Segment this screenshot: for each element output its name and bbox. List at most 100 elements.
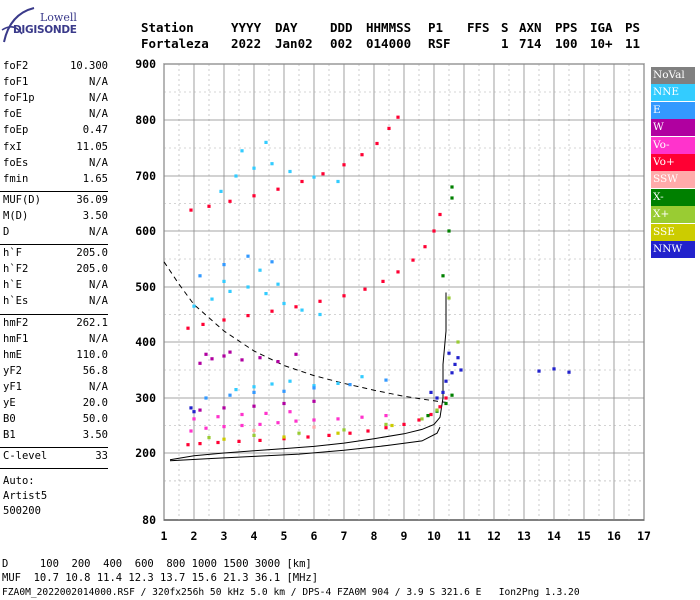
x-tick-label: 7 xyxy=(341,529,348,543)
header-labels-5: P1 xyxy=(428,20,444,35)
point-vo xyxy=(189,429,193,433)
point-w xyxy=(312,399,316,403)
point-vo xyxy=(318,299,322,303)
point-vo xyxy=(375,141,379,146)
point-w xyxy=(294,352,298,356)
point-ssw xyxy=(252,428,256,432)
y-tick-label: 900 xyxy=(135,57,156,71)
point-nne xyxy=(252,385,256,389)
x-tick-label: 4 xyxy=(251,529,258,543)
param-value: 3.50 xyxy=(82,429,108,442)
x-tick-label: 2 xyxy=(191,529,198,543)
point-e xyxy=(384,378,388,382)
point-w xyxy=(198,408,202,412)
param-value: 205.0 xyxy=(76,247,108,260)
point-e xyxy=(228,393,232,397)
point-e xyxy=(312,386,316,390)
param-value: 36.09 xyxy=(76,193,108,206)
point-sse xyxy=(222,437,226,441)
header-labels-10: IGA xyxy=(590,20,613,35)
legend-nne: NNE xyxy=(651,84,695,102)
param-row-hmf2: hmF2 262.1 xyxy=(3,317,108,333)
param-key: B0 xyxy=(3,413,16,426)
param-row-fof2: foF2 10.300 xyxy=(3,60,108,76)
x-tick-label: 13 xyxy=(517,529,531,543)
param-row-d: D N/A xyxy=(3,226,108,242)
point-vo xyxy=(384,426,388,430)
point-e xyxy=(282,389,286,393)
param-key: B1 xyxy=(3,429,16,442)
header-values-10: 10+ xyxy=(590,36,613,51)
point-e xyxy=(246,254,250,258)
y-tick-label: 400 xyxy=(135,335,156,349)
param-value: 10.300 xyxy=(70,60,108,72)
point-vo xyxy=(276,187,280,191)
legend-ssw: SSW xyxy=(651,171,695,189)
header-labels-9: PPS xyxy=(555,20,578,35)
param-note-1: Artist5 xyxy=(3,490,48,503)
param-value: 33 xyxy=(95,450,108,463)
point-w xyxy=(222,406,226,410)
point-vo xyxy=(396,115,400,119)
header-labels-4: HHMMSS xyxy=(366,20,412,35)
point-sse xyxy=(390,423,394,428)
point-vo xyxy=(336,417,340,421)
param-value: N/A xyxy=(89,380,108,393)
point-vo xyxy=(429,412,433,417)
param-row-hme: hmE 110.0 xyxy=(3,349,108,365)
param-key: foF2 xyxy=(3,60,29,72)
point-nne xyxy=(228,289,232,293)
y-tick-label: 700 xyxy=(135,169,156,183)
header-values-11: 11 xyxy=(625,36,641,51)
point-vo xyxy=(228,199,232,203)
param-key: yF1 xyxy=(3,380,22,393)
footer-muf-row: MUF 10.7 10.8 11.4 12.3 13.7 15.6 21.3 3… xyxy=(2,572,319,584)
x-tick-label: 16 xyxy=(607,529,621,543)
point-vo xyxy=(348,431,352,435)
point-nnw xyxy=(189,406,193,410)
point-vo xyxy=(387,126,391,130)
param-row-mufd: MUF(D) 36.09 xyxy=(3,194,108,210)
param-row-foes: foEs N/A xyxy=(3,157,108,173)
param-row-yf2: yF2 56.8 xyxy=(3,365,108,381)
point-sse xyxy=(282,435,286,439)
header-values-2: Jan02 xyxy=(275,36,313,51)
param-row-md: M(D) 3.50 xyxy=(3,210,108,226)
point-vo xyxy=(258,438,262,442)
point-nnw xyxy=(552,367,556,371)
point-x xyxy=(450,393,454,397)
param-key: fmin xyxy=(3,172,29,185)
param-separator xyxy=(0,244,108,246)
point-vo xyxy=(342,294,346,298)
param-value: N/A xyxy=(89,76,108,89)
point-nne xyxy=(336,179,340,184)
point-nne xyxy=(264,140,268,144)
point-x xyxy=(426,414,430,418)
point-vo xyxy=(192,417,196,421)
x-tick-label: 5 xyxy=(281,529,288,543)
point-vo xyxy=(423,245,427,249)
point-w xyxy=(252,404,256,408)
y-tick-label: 800 xyxy=(135,113,156,127)
header-values-9: 100 xyxy=(555,36,578,51)
x-tick-label: 12 xyxy=(487,529,501,543)
param-row-foe: foE N/A xyxy=(3,108,108,124)
param-row-hmf1: hmF1 N/A xyxy=(3,333,108,349)
point-vo xyxy=(360,415,364,419)
point-e xyxy=(270,260,274,264)
point-x xyxy=(450,196,454,200)
point-w xyxy=(210,357,214,361)
param-row-yf1: yF1 N/A xyxy=(3,381,108,397)
header-labels-6: FFS xyxy=(467,20,490,35)
point-nne xyxy=(240,149,244,153)
point-vo xyxy=(360,153,364,157)
point-x xyxy=(207,436,211,440)
header-values-7: 1 xyxy=(501,36,509,51)
point-vo xyxy=(342,163,346,167)
point-nne xyxy=(246,285,250,289)
point-vo xyxy=(300,179,304,184)
point-nnw xyxy=(192,410,196,414)
point-nnw xyxy=(429,390,433,394)
param-value: 1.65 xyxy=(82,172,108,185)
x-tick-label: 17 xyxy=(637,529,651,543)
